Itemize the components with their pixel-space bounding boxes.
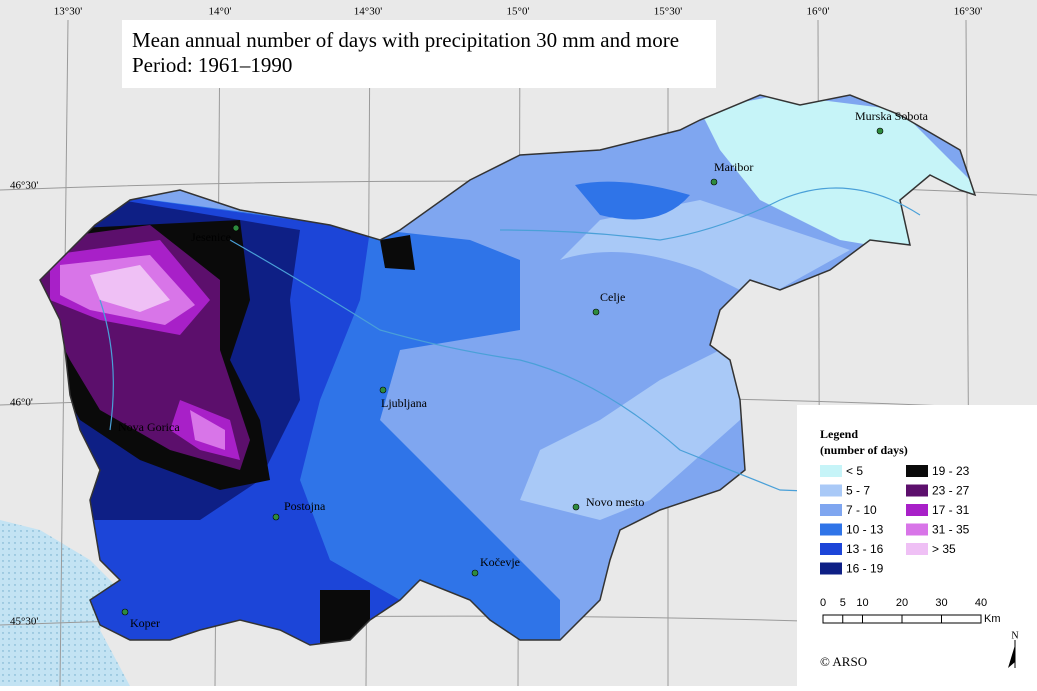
legend-swatch [820,562,842,575]
city-label: Ljubljana [381,396,428,410]
legend-subtitle: (number of days) [820,443,908,457]
rivers [99,187,1037,501]
city-label: Maribor [714,160,753,174]
city-label: Murska Sobota [855,109,929,123]
scale-label: 0 [820,597,826,609]
city-dot [710,178,718,186]
legend-swatch [820,504,842,516]
city-label: Koper [130,616,160,630]
city-label: Celje [600,290,625,304]
scale-label: 10 [856,597,868,609]
city-label: Jesenice [191,230,231,244]
legend-swatch [906,523,928,536]
legend-label: 16 - 19 [846,562,884,576]
city-label: Nova Gorica [118,420,180,434]
longitude-label: 16°30' [954,6,982,18]
legend-label: 5 - 7 [846,484,870,498]
city-dot [876,127,884,135]
scale-label: 30 [935,597,947,609]
north-arrow-head [1008,645,1015,668]
north-label: N [1011,630,1018,641]
longitude-label: 15°30' [654,6,682,18]
legend-swatch [906,465,928,477]
city-dot [471,569,479,577]
legend-swatch [906,504,928,516]
latitude-label: 46°0' [10,397,33,409]
city-dot [272,513,280,521]
sea [0,520,130,686]
city-dot [121,608,129,616]
legend-swatch [820,465,842,477]
credit: © ARSO [820,654,867,669]
legend-label: 7 - 10 [846,503,877,517]
title-box [122,20,716,88]
legend-label: 31 - 35 [932,523,970,537]
subtitle: Period: 1961–1990 [132,53,292,77]
city-dot [572,503,580,511]
scale-label: 20 [896,597,908,609]
legend-label: 23 - 27 [932,484,970,498]
city-label: Kočevje [480,555,520,569]
legend-swatch [820,543,842,555]
legend-label: < 5 [846,464,863,478]
longitude-label: 15°0' [507,6,530,18]
city-dot [592,308,600,316]
longitude-label: 14°30' [354,6,382,18]
legend-label: 13 - 16 [846,542,884,556]
legend-swatch [820,484,842,497]
latitude-label: 45°30' [10,616,38,628]
title: Mean annual number of days with precipit… [132,28,679,52]
legend-label: > 35 [932,542,956,556]
scale-label: 40 [975,597,987,609]
longitude-label: 16°0' [807,6,830,18]
legend-label: 10 - 13 [846,523,884,537]
legend-swatch [906,484,928,497]
scale-label: 5 [840,597,846,609]
longitude-label: 13°30' [54,6,82,18]
legend-label: 19 - 23 [932,464,970,478]
longitude-label: 14°0' [209,6,232,18]
city-dot [232,224,240,232]
legend-title: Legend [820,427,858,441]
city-label: Novo mesto [586,495,644,509]
city-label: Postojna [284,499,326,513]
legend-swatch [820,523,842,536]
legend-swatch [906,543,928,555]
scale-unit: Km [984,613,1001,625]
city-dot [379,386,387,394]
legend-label: 17 - 31 [932,503,970,517]
latitude-label: 46°30' [10,180,38,192]
